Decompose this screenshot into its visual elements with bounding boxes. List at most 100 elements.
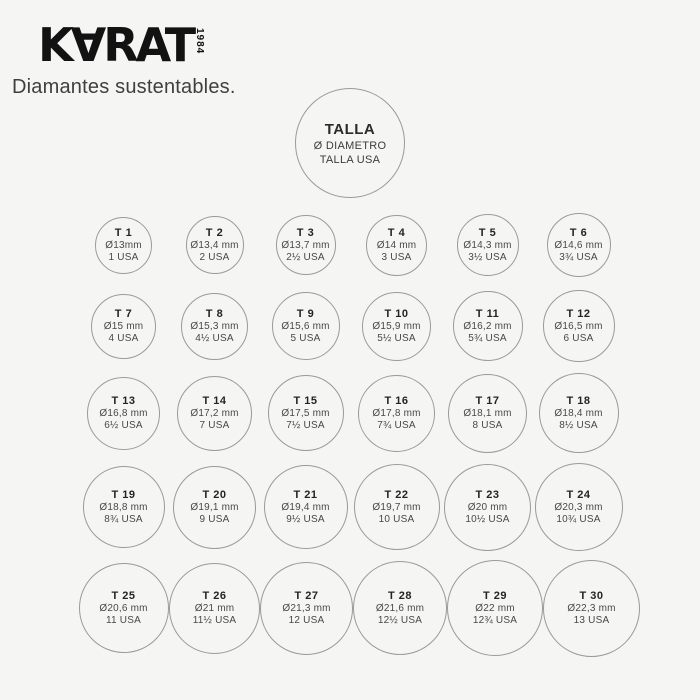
size-circle: T 10 Ø15,9 mm 5½ USA (362, 291, 431, 361)
size-cell: T 19 Ø18,8 mm 8¾ USA (78, 459, 169, 555)
size-usa: 12 USA (288, 615, 325, 626)
size-mm: Ø18,8 mm (99, 502, 148, 513)
size-talla: T 27 (294, 590, 319, 602)
size-usa: 3 USA (381, 252, 412, 263)
size-cell: T 23 Ø20 mm 10½ USA (442, 459, 533, 555)
size-talla: T 9 (296, 308, 315, 320)
size-mm: Ø16,8 mm (99, 408, 148, 419)
size-cell: T 27 Ø21,3 mm 12 USA (260, 555, 353, 661)
size-usa: 6 USA (563, 333, 594, 344)
size-cell: T 8 Ø15,3 mm 4½ USA (169, 285, 260, 367)
size-row: T 7 Ø15 mm 4 USA T 8 Ø15,3 mm 4½ USA T 9 Ø15,6 … (78, 285, 624, 367)
size-mm: Ø20,6 mm (99, 603, 148, 614)
size-grid: T 1 Ø13mm 1 USA T 2 Ø13,4 mm 2 USA T 3 Ø13,7 mm… (78, 205, 640, 661)
size-talla: T 1 (114, 227, 133, 239)
size-usa: 12¾ USA (472, 615, 518, 626)
size-mm: Ø19,7 mm (372, 502, 421, 513)
size-talla: T 16 (384, 395, 409, 407)
size-circle: T 3 Ø13,7 mm 2½ USA (275, 215, 336, 275)
size-cell: T 4 Ø14 mm 3 USA (351, 205, 442, 285)
logo: K∀RAT 1984 (12, 22, 236, 68)
size-circle: T 4 Ø14 mm 3 USA (366, 214, 427, 276)
size-row: T 13 Ø16,8 mm 6½ USA T 14 Ø17,2 mm 7 USA T 15 Ø… (78, 367, 624, 459)
size-cell: T 22 Ø19,7 mm 10 USA (351, 459, 442, 555)
size-circle: T 21 Ø19,4 mm 9½ USA (263, 465, 348, 549)
size-usa: 7¾ USA (377, 420, 416, 431)
size-usa: 5½ USA (377, 333, 416, 344)
size-mm: Ø15,9 mm (372, 321, 421, 332)
size-talla: T 8 (205, 308, 224, 320)
size-circle: T 8 Ø15,3 mm 4½ USA (181, 292, 248, 360)
size-mm: Ø14 mm (376, 240, 417, 251)
size-mm: Ø16,5 mm (554, 321, 603, 332)
size-mm: Ø13,7 mm (281, 240, 330, 251)
size-cell: T 18 Ø18,4 mm 8½ USA (533, 367, 624, 459)
size-mm: Ø17,5 mm (281, 408, 330, 419)
size-usa: 7½ USA (286, 420, 325, 431)
size-circle: T 14 Ø17,2 mm 7 USA (177, 375, 252, 451)
size-cell: T 9 Ø15,6 mm 5 USA (260, 285, 351, 367)
size-talla: T 19 (111, 489, 136, 501)
size-circle: T 13 Ø16,8 mm 6½ USA (87, 376, 160, 450)
size-talla: T 11 (475, 308, 500, 320)
size-cell: T 28 Ø21,6 mm 12½ USA (353, 555, 447, 661)
size-mm: Ø22 mm (475, 603, 515, 614)
size-mm: Ø14,3 mm (463, 240, 512, 251)
size-row: T 1 Ø13mm 1 USA T 2 Ø13,4 mm 2 USA T 3 Ø13,7 mm… (78, 205, 624, 285)
size-circle: T 1 Ø13mm 1 USA (95, 216, 152, 274)
size-usa: 4 USA (108, 333, 139, 344)
size-talla: T 2 (205, 227, 224, 239)
size-mm: Ø16,2 mm (463, 321, 512, 332)
size-talla: T 4 (387, 227, 406, 239)
size-talla: T 12 (566, 308, 591, 320)
size-cell: T 30 Ø22,3 mm 13 USA (543, 555, 640, 661)
size-mm: Ø19,4 mm (281, 502, 330, 513)
size-circle: T 16 Ø17,8 mm 7¾ USA (358, 374, 435, 452)
size-mm: Ø22,3 mm (567, 603, 616, 614)
size-talla: T 23 (475, 489, 500, 501)
size-talla: T 21 (293, 489, 318, 501)
size-talla: T 3 (296, 227, 315, 239)
size-mm: Ø14,6 mm (554, 240, 603, 251)
size-usa: 9½ USA (286, 514, 325, 525)
size-circle: T 28 Ø21,6 mm 12½ USA (353, 561, 447, 655)
size-cell: T 5 Ø14,3 mm 3½ USA (442, 205, 533, 285)
size-circle: T 7 Ø15 mm 4 USA (91, 293, 156, 359)
size-circle: T 15 Ø17,5 mm 7½ USA (267, 375, 344, 451)
size-talla: T 22 (384, 489, 409, 501)
size-usa: 4½ USA (195, 333, 234, 344)
size-usa: 8¾ USA (104, 514, 143, 525)
size-usa: 6½ USA (104, 420, 143, 431)
brand-tagline: Diamantes sustentables. (12, 76, 236, 98)
size-usa: 2½ USA (286, 252, 325, 263)
size-circle: T 2 Ø13,4 mm 2 USA (185, 216, 244, 274)
size-talla: T 25 (111, 590, 136, 602)
size-talla: T 28 (387, 590, 412, 602)
size-usa: 13 USA (573, 615, 610, 626)
size-row: T 19 Ø18,8 mm 8¾ USA T 20 Ø19,1 mm 9 USA T 21 Ø… (78, 459, 624, 555)
size-talla: T 13 (111, 395, 136, 407)
size-mm: Ø18,4 mm (554, 408, 603, 419)
size-usa: 3¾ USA (559, 252, 598, 263)
size-cell: T 10 Ø15,9 mm 5½ USA (351, 285, 442, 367)
size-mm: Ø13,4 mm (190, 240, 239, 251)
size-talla: T 17 (475, 395, 500, 407)
size-mm: Ø13mm (105, 240, 142, 251)
size-usa: 7 USA (199, 420, 230, 431)
size-mm: Ø15,3 mm (190, 321, 239, 332)
size-cell: T 29 Ø22 mm 12¾ USA (447, 555, 543, 661)
size-usa: 5¾ USA (468, 333, 507, 344)
size-cell: T 24 Ø20,3 mm 10¾ USA (533, 459, 624, 555)
size-mm: Ø21,3 mm (282, 603, 331, 614)
size-circle: T 23 Ø20 mm 10½ USA (444, 463, 531, 551)
legend-usa-label: TALLA USA (319, 153, 381, 166)
size-cell: T 6 Ø14,6 mm 3¾ USA (533, 205, 624, 285)
size-circle: T 12 Ø16,5 mm 6 USA (542, 290, 615, 362)
size-circle: T 30 Ø22,3 mm 13 USA (543, 559, 640, 657)
size-talla: T 24 (566, 489, 591, 501)
size-talla: T 10 (384, 308, 409, 320)
size-mm: Ø17,8 mm (372, 408, 421, 419)
size-circle: T 17 Ø18,1 mm 8 USA (448, 373, 527, 453)
size-talla: T 18 (566, 395, 591, 407)
size-mm: Ø17,2 mm (190, 408, 239, 419)
